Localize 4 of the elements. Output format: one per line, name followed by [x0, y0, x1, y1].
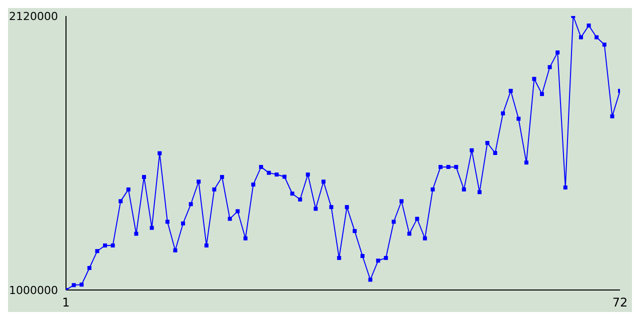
- x-tick-label: 1: [62, 296, 70, 310]
- y-tick-label: 1000000: [9, 284, 58, 297]
- y-tick-label: 2120000: [9, 10, 58, 23]
- x-tick-label: 72: [612, 296, 628, 310]
